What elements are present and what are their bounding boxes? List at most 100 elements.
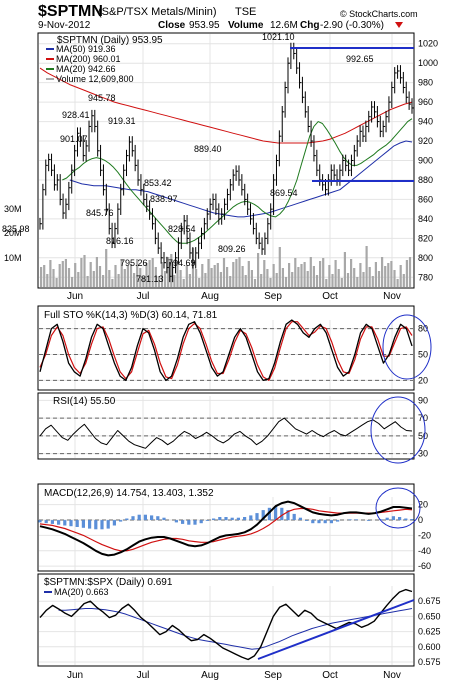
- volume-bar: [222, 258, 226, 287]
- volume-bar: [353, 268, 356, 287]
- close-value: 953.95: [189, 20, 220, 31]
- volume-bar: [89, 262, 92, 287]
- volume-bar: [387, 263, 390, 287]
- volume-bar: [334, 260, 337, 287]
- volume-bar: [164, 271, 167, 287]
- volume-bar: [207, 259, 210, 287]
- stochastic-k-line: [39, 319, 413, 382]
- macd-histogram-bar: [50, 520, 54, 524]
- y-tick-label: 800: [418, 253, 433, 263]
- month-label-top: Sep: [264, 291, 282, 302]
- volume-bar: [238, 257, 241, 287]
- volume-bar: [136, 259, 139, 287]
- macd-histogram-bar: [212, 518, 216, 520]
- volume-bar: [235, 259, 238, 287]
- y-tick-label: 30: [418, 449, 428, 459]
- chart-labels: 7808008208408608809009209409609801000102…: [2, 32, 441, 667]
- volume-bar: [384, 266, 387, 287]
- volume-bar: [340, 278, 343, 287]
- volume-bar: [92, 271, 95, 287]
- macd-histogram-bar: [305, 520, 309, 521]
- volume-bar: [105, 249, 108, 287]
- macd-histogram-bar: [230, 517, 234, 520]
- macd-histogram-bar: [187, 520, 191, 525]
- volume-bar: [247, 261, 250, 287]
- stochastic-highlight-circle: [382, 314, 432, 380]
- volume-bar: [303, 262, 306, 287]
- rsi-line: [39, 417, 413, 449]
- ma50-line: [69, 140, 413, 218]
- volume-bar: [86, 276, 89, 287]
- volume-bar: [368, 267, 371, 287]
- month-label-bottom: Aug: [201, 670, 219, 681]
- volume-value: 12.6M: [270, 20, 298, 31]
- volume-bar: [297, 267, 300, 287]
- y-tick-label: 960: [418, 97, 433, 107]
- macd-histogram-bar: [38, 520, 42, 523]
- month-label-bottom: Sep: [264, 670, 282, 681]
- volume-bar: [278, 247, 281, 287]
- macd-histogram-bar: [323, 520, 327, 524]
- volume-bar: [160, 262, 164, 287]
- volume-bar: [49, 260, 52, 287]
- macd-histogram-bar: [69, 520, 73, 527]
- y-tick-label: 940: [418, 117, 433, 127]
- macd-histogram-bar: [106, 520, 110, 529]
- volume-bar: [309, 257, 312, 287]
- y-tick-label: 880: [418, 175, 433, 185]
- y-tick-label: 980: [418, 78, 433, 88]
- macd-histogram-bar: [249, 515, 253, 520]
- price-point-label: 825.98: [2, 224, 30, 234]
- chg-value: -2.90 (-0.30%): [320, 20, 384, 31]
- y-tick-label: -60: [418, 561, 431, 571]
- volume-bar: [253, 279, 257, 287]
- price-point-label: 945.78: [88, 93, 116, 103]
- volume-scale-label: 30M: [4, 204, 22, 214]
- volume-bar: [232, 262, 235, 287]
- volume-bar: [102, 275, 105, 287]
- volume-bar: [40, 267, 43, 287]
- volume-bar: [402, 274, 405, 287]
- volume-bar: [266, 269, 269, 287]
- volume-bar: [405, 260, 408, 287]
- volume-bar: [288, 263, 291, 287]
- month-label-bottom: Jun: [67, 670, 83, 681]
- price-point-label: 781.13: [136, 274, 164, 284]
- macd-histogram-bar: [286, 510, 290, 521]
- volume-bar: [362, 272, 365, 287]
- price-point-label: 809.26: [218, 244, 246, 254]
- watermark: © StockCharts.com: [340, 9, 418, 19]
- down-arrow-icon: [395, 22, 403, 28]
- volume-bar: [80, 258, 83, 287]
- volume-bar: [126, 266, 129, 287]
- macd-histogram-bar: [385, 517, 389, 520]
- month-label-top: Nov: [383, 291, 401, 302]
- macd-histogram-bar: [125, 518, 129, 520]
- macd-title: MACD(12,26,9) 14.754, 13.403, 1.352: [44, 488, 214, 499]
- price-point-label: 992.65: [346, 54, 374, 64]
- volume-bar: [281, 268, 284, 287]
- volume-bar: [98, 266, 102, 287]
- legend-entry: MA(200) 960.01: [56, 54, 121, 64]
- volume-bar: [226, 267, 229, 287]
- macd-histogram-bar: [367, 520, 371, 521]
- chart-series: [38, 42, 414, 661]
- y-tick-label: 0.650: [418, 611, 441, 621]
- volume-bar: [123, 269, 126, 287]
- volume-bar: [111, 279, 114, 287]
- legend-entry: MA(50) 919.36: [56, 44, 116, 54]
- volume-bar: [67, 268, 71, 287]
- legend-entry: Volume 12,609,800: [56, 74, 134, 84]
- stochastic-title: Full STO %K(14,3) %D(3) 60.14, 71.81: [44, 310, 218, 321]
- macd-histogram-bar: [311, 520, 315, 524]
- month-label-bottom: Oct: [322, 670, 338, 681]
- macd-histogram-bar: [181, 520, 185, 524]
- legend-entry: MA(20) 0.663: [54, 587, 109, 597]
- macd-histogram-bar: [255, 513, 259, 520]
- ratio-title: $SPTMN:$SPX (Daily) 0.691: [44, 577, 173, 588]
- volume-bar: [356, 277, 359, 287]
- y-tick-label: 20: [418, 375, 428, 385]
- volume-bar: [182, 279, 185, 287]
- volume-bar: [359, 263, 362, 287]
